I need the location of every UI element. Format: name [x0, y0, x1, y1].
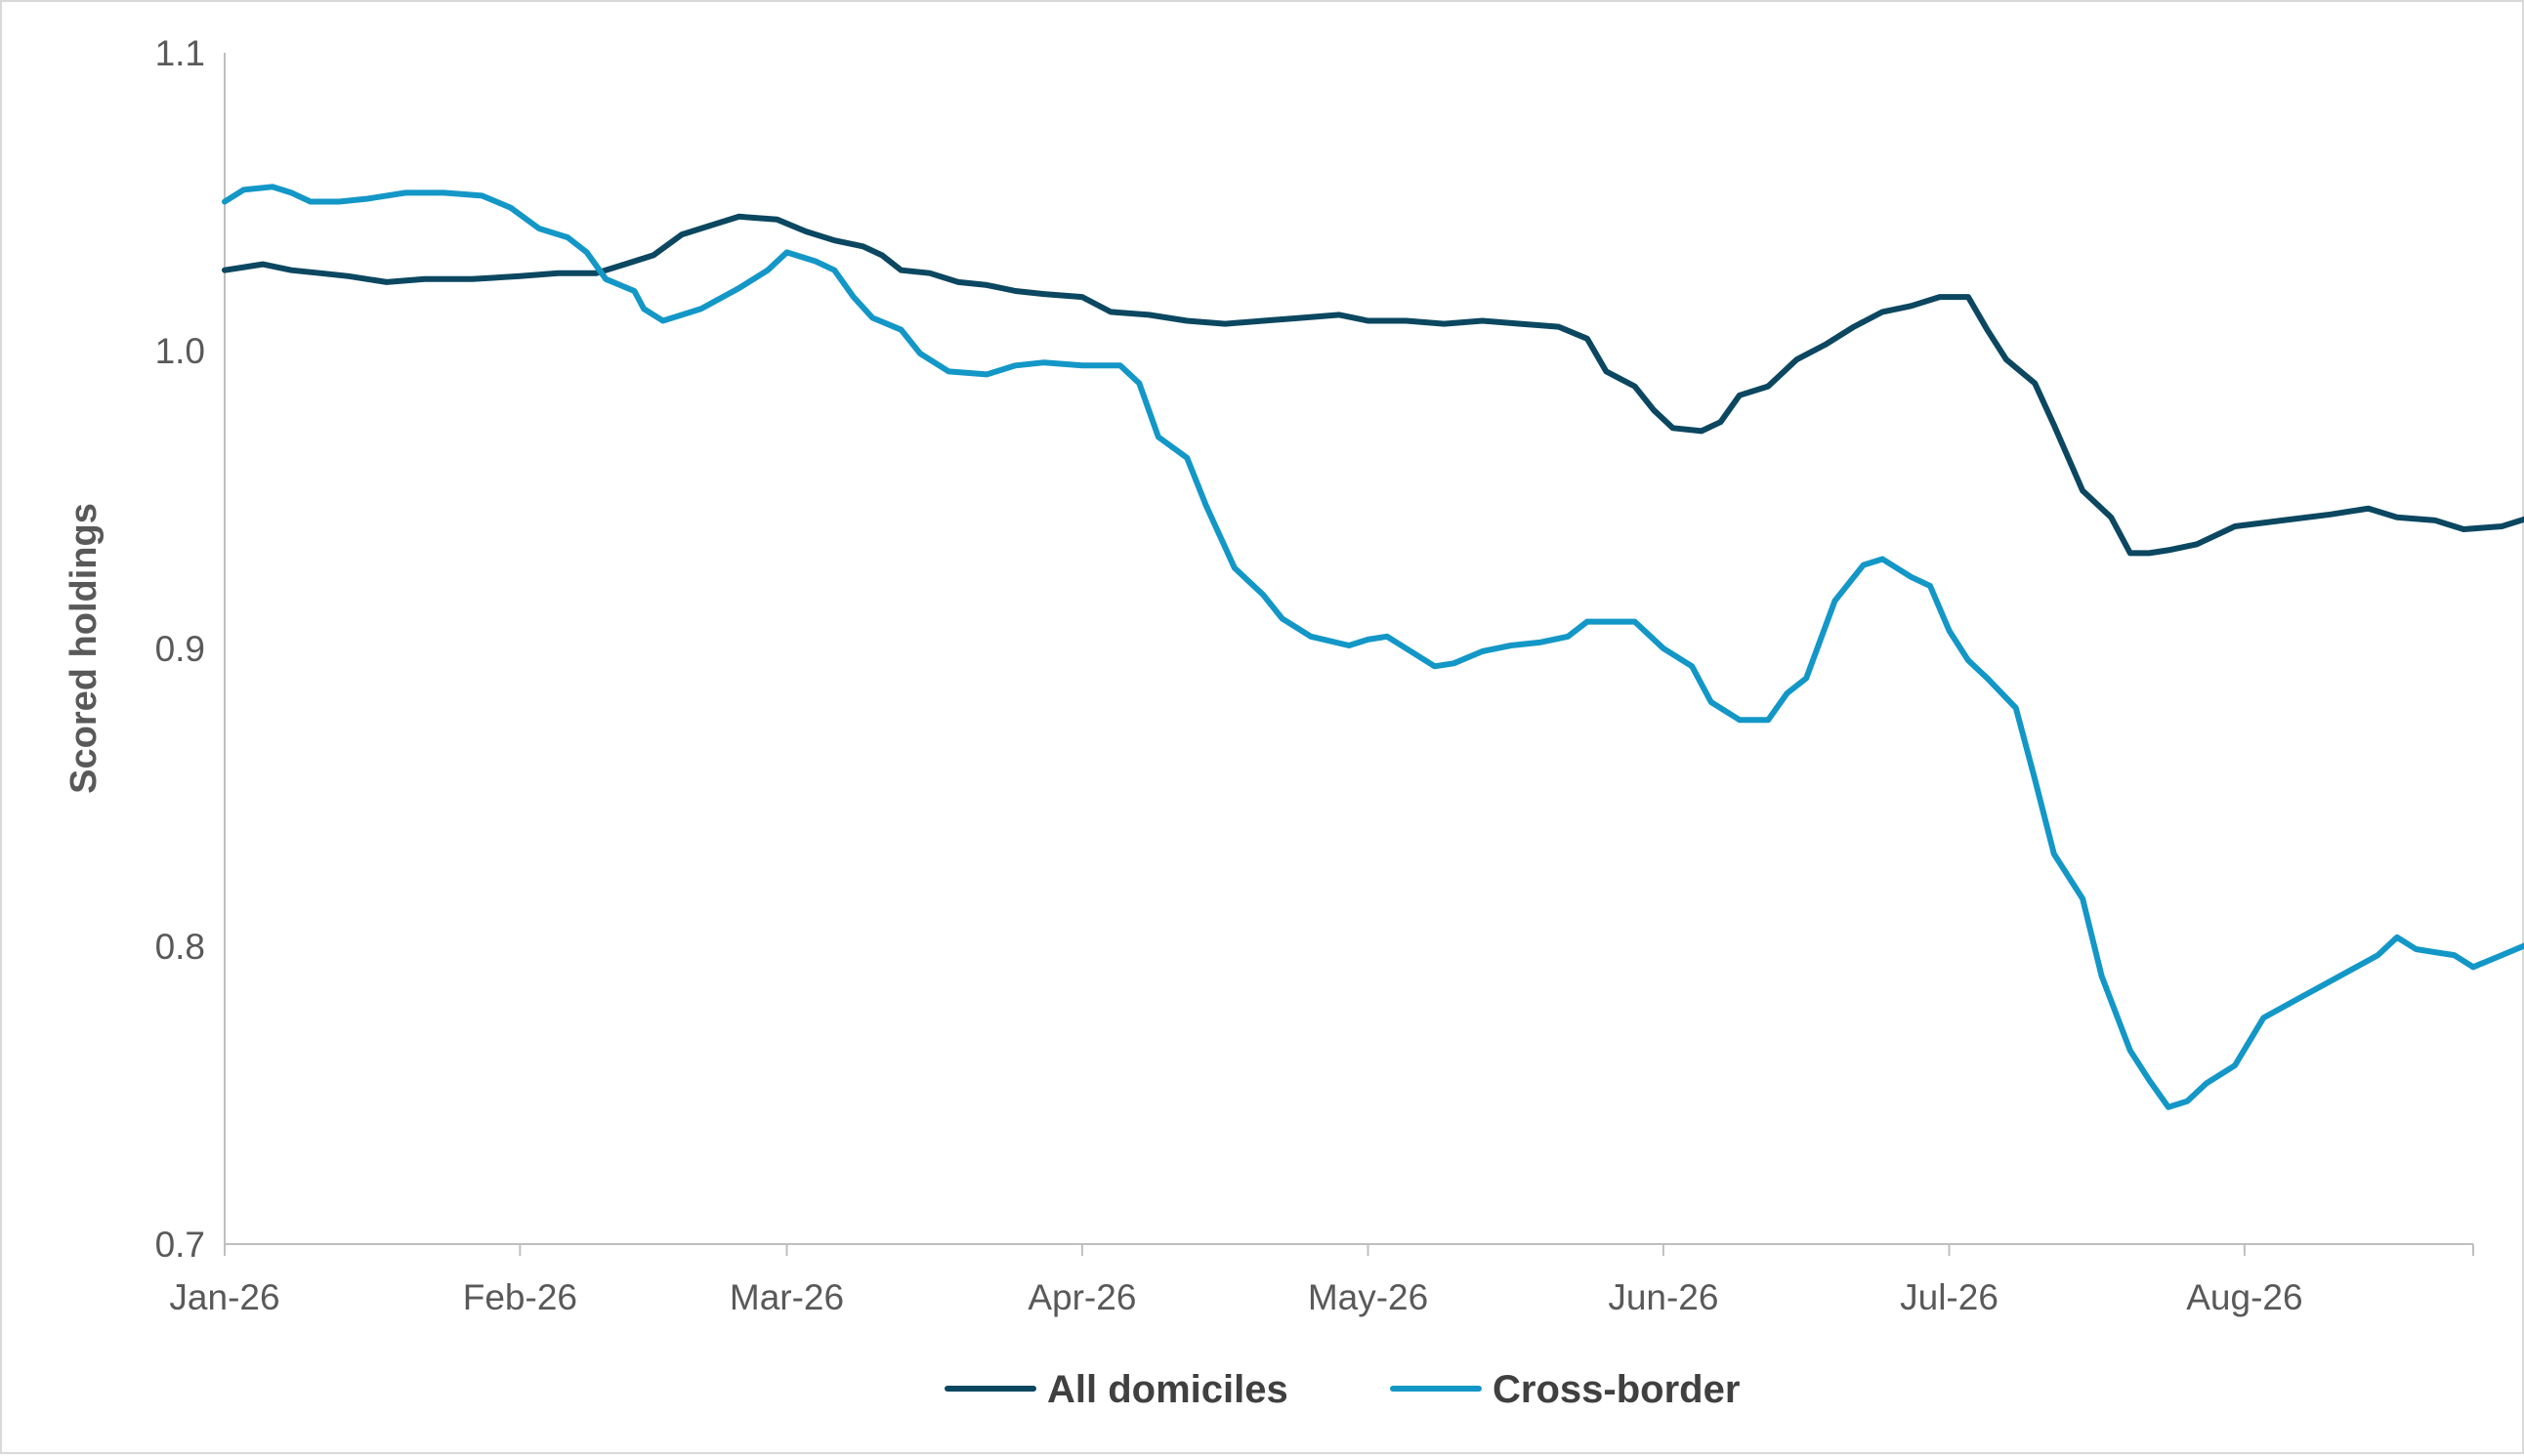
x-tick-label: Aug-26	[2186, 1277, 2302, 1317]
x-tick-label: Jul-26	[1900, 1277, 1998, 1317]
series-lines	[222, 184, 2524, 1110]
y-axis-title: Scored holdings	[63, 503, 105, 794]
x-tick-label: Jun-26	[1608, 1277, 1718, 1317]
x-tick-label: Mar-26	[730, 1277, 844, 1317]
series-line-1	[222, 184, 2524, 1110]
axes	[224, 53, 2473, 1245]
y-tick-label: 1.0	[155, 331, 205, 371]
legend-label-0: All domiciles	[1047, 1368, 1288, 1411]
legend: All domiciles Cross-border	[945, 1368, 1740, 1411]
y-tick-label: 0.8	[155, 927, 205, 967]
x-tick-label: Apr-26	[1028, 1277, 1136, 1317]
x-tick-label: May-26	[1308, 1277, 1428, 1317]
x-tick-labels: Jan-26 Feb-26 Mar-26 Apr-26 May-26 Jun-26 Jul-…	[169, 1244, 2474, 1317]
y-axis-title-group: Scored holdings	[63, 503, 105, 794]
y-tick-label: 0.9	[155, 629, 205, 669]
y-tick-labels: 0.7 0.8 0.9 1.0 1.1	[155, 33, 205, 1265]
series-line-0	[222, 213, 2524, 557]
y-tick-label: 0.7	[155, 1225, 205, 1265]
x-tick-label: Jan-26	[169, 1277, 279, 1317]
x-tick-label: Feb-26	[463, 1277, 577, 1317]
legend-label-1: Cross-border	[1493, 1368, 1740, 1411]
y-tick-label: 1.1	[155, 33, 205, 73]
